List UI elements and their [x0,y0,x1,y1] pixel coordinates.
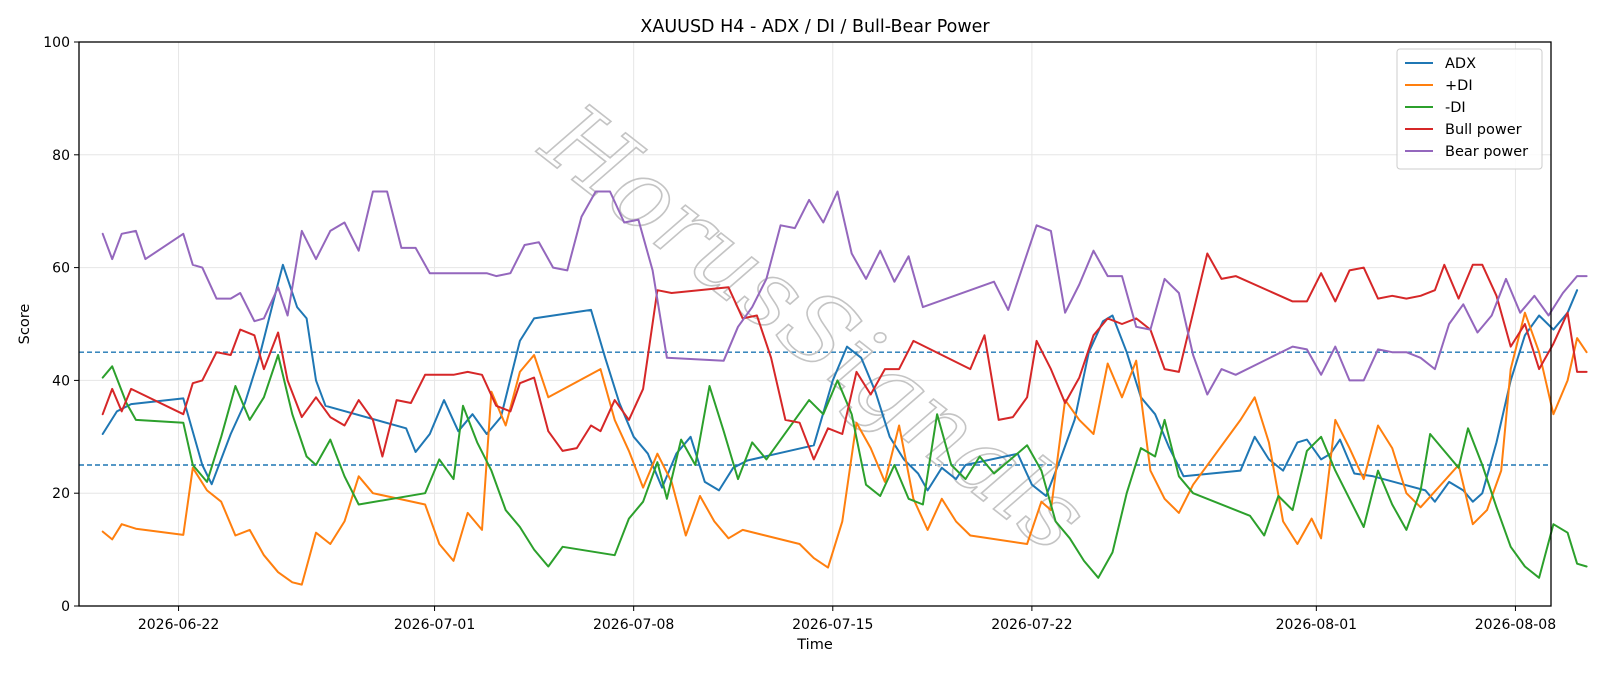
y-tick-label: 60 [52,261,70,277]
series-line-di [101,354,1588,579]
y-tick-label: 0 [61,599,70,615]
x-tick-label: 2026-08-01 [1276,617,1357,633]
x-tick-label: 2026-06-22 [138,617,219,633]
x-tick-label: 2026-07-22 [991,617,1072,633]
x-tick-label: 2026-07-01 [394,617,475,633]
y-axis-title: Score [17,304,33,345]
y-tick-label: 100 [43,35,70,51]
legend-label: Bull power [1445,122,1522,138]
plot-frame [78,41,1552,607]
x-axis-ticks: 2026-06-22 2026-07-01 2026-07-08 2026-07-15… [138,606,1556,633]
y-tick-label: 20 [52,486,70,502]
series-line-di [101,311,1588,586]
y-tick-label: 80 [52,148,70,164]
series-line-bull-power [101,252,1588,461]
x-tick-label: 2026-07-15 [792,617,873,633]
legend-label: ADX [1445,56,1476,72]
series-line-bear-power [101,190,1588,396]
legend-box [1396,48,1543,170]
legend-label: +DI [1445,78,1473,94]
x-axis-title: Time [796,637,833,653]
y-tick-label: 40 [52,373,70,389]
x-tick-label: 2026-08-08 [1475,617,1556,633]
x-tick-label: 2026-07-08 [593,617,674,633]
series-group [101,190,1588,586]
chart-title: XAUUSD H4 - ADX / DI / Bull-Bear Power [640,17,990,37]
legend: ADX +DI -DI Bull power Bear power [1396,48,1543,170]
series-line-adx [101,263,1579,503]
legend-label: -DI [1445,100,1466,116]
legend-label: Bear power [1445,144,1528,160]
reference-lines [79,351,1551,466]
y-axis-ticks: 0 20 40 60 80 100 [43,35,79,615]
